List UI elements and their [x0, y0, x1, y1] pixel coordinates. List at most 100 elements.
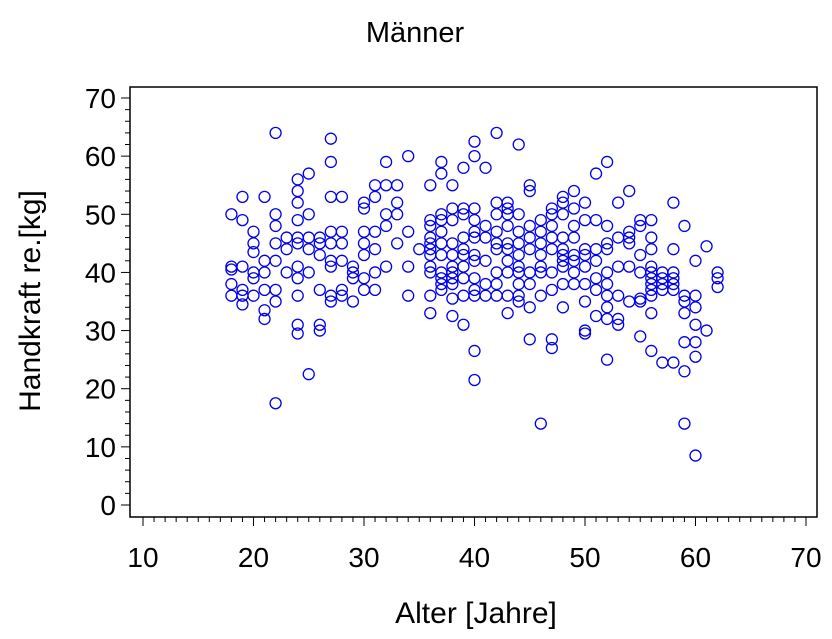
data-point	[545, 266, 558, 279]
data-point	[634, 330, 647, 343]
data-point	[578, 295, 592, 308]
data-point	[567, 266, 581, 279]
data-point	[457, 208, 470, 221]
data-point	[589, 283, 603, 297]
data-point	[678, 365, 691, 378]
data-points	[225, 126, 724, 462]
data-point	[623, 237, 636, 250]
data-point	[424, 289, 437, 302]
data-point	[379, 208, 393, 221]
data-point	[567, 219, 581, 233]
data-point	[545, 202, 558, 215]
data-point	[468, 283, 481, 297]
data-point	[501, 266, 514, 279]
data-point	[479, 161, 492, 174]
data-point	[368, 243, 382, 256]
x-axis-label: Alter [Jahre]	[395, 597, 557, 630]
data-point	[490, 208, 503, 221]
data-point	[335, 283, 349, 297]
data-point	[545, 333, 558, 346]
data-point	[302, 368, 315, 381]
data-point	[225, 289, 238, 302]
data-point	[645, 289, 658, 302]
data-point	[634, 295, 647, 308]
data-point	[435, 155, 448, 169]
data-point	[324, 132, 338, 145]
data-point	[711, 280, 724, 294]
data-point	[269, 254, 282, 267]
data-point	[534, 225, 547, 238]
data-point	[468, 149, 481, 163]
data-point	[335, 237, 349, 250]
data-point	[545, 283, 558, 297]
data-point	[435, 283, 448, 297]
data-point	[501, 254, 514, 267]
data-point	[302, 167, 315, 180]
data-point	[567, 231, 581, 244]
data-point	[468, 272, 481, 285]
data-point	[600, 277, 614, 291]
data-point	[291, 184, 304, 198]
data-point	[247, 245, 260, 259]
data-point	[335, 254, 349, 267]
data-point	[512, 225, 525, 238]
data-point	[523, 219, 536, 233]
data-point	[457, 161, 470, 174]
data-point	[623, 295, 636, 308]
data-point	[424, 260, 437, 273]
data-point	[623, 260, 636, 273]
data-point	[413, 243, 426, 256]
data-point	[600, 312, 614, 326]
data-point	[556, 208, 570, 221]
data-point	[523, 184, 536, 198]
data-point	[479, 219, 492, 233]
data-point	[368, 225, 382, 238]
data-point	[291, 213, 304, 227]
data-point	[435, 208, 448, 221]
data-point	[258, 266, 271, 279]
data-point	[689, 254, 702, 267]
data-point	[645, 231, 658, 244]
data-point	[379, 219, 393, 233]
data-point	[589, 272, 603, 285]
data-point	[269, 295, 282, 308]
data-point	[446, 202, 459, 215]
data-point	[667, 243, 680, 256]
data-point	[512, 295, 525, 308]
data-point	[357, 248, 371, 262]
data-point	[689, 318, 702, 331]
data-point	[446, 277, 459, 291]
data-point	[390, 196, 404, 209]
data-point	[634, 292, 647, 305]
data-point	[435, 248, 448, 262]
data-point	[302, 231, 315, 244]
data-point	[368, 283, 382, 297]
data-point	[357, 283, 371, 297]
data-point	[236, 213, 249, 227]
data-point	[578, 277, 592, 291]
data-point	[468, 213, 481, 227]
x-axis: 10 20 30 40 50 60 70	[127, 517, 822, 573]
data-point	[645, 243, 658, 256]
data-point	[545, 243, 558, 256]
data-point	[324, 190, 338, 203]
data-point	[634, 219, 647, 233]
data-point	[490, 196, 503, 209]
data-point	[269, 208, 282, 221]
plot-frame	[129, 86, 818, 518]
data-point	[468, 225, 481, 238]
data-point	[457, 260, 470, 273]
y-tick-label: 40	[85, 257, 116, 288]
data-point	[313, 248, 326, 262]
data-point	[291, 196, 304, 209]
data-point	[479, 231, 492, 244]
data-point	[291, 289, 304, 302]
data-point	[523, 243, 536, 256]
x-tick-label: 50	[569, 542, 600, 573]
data-point	[534, 289, 547, 302]
data-point	[645, 213, 658, 227]
data-point	[479, 254, 492, 267]
y-tick-label: 10	[85, 432, 116, 463]
data-point	[612, 196, 625, 209]
